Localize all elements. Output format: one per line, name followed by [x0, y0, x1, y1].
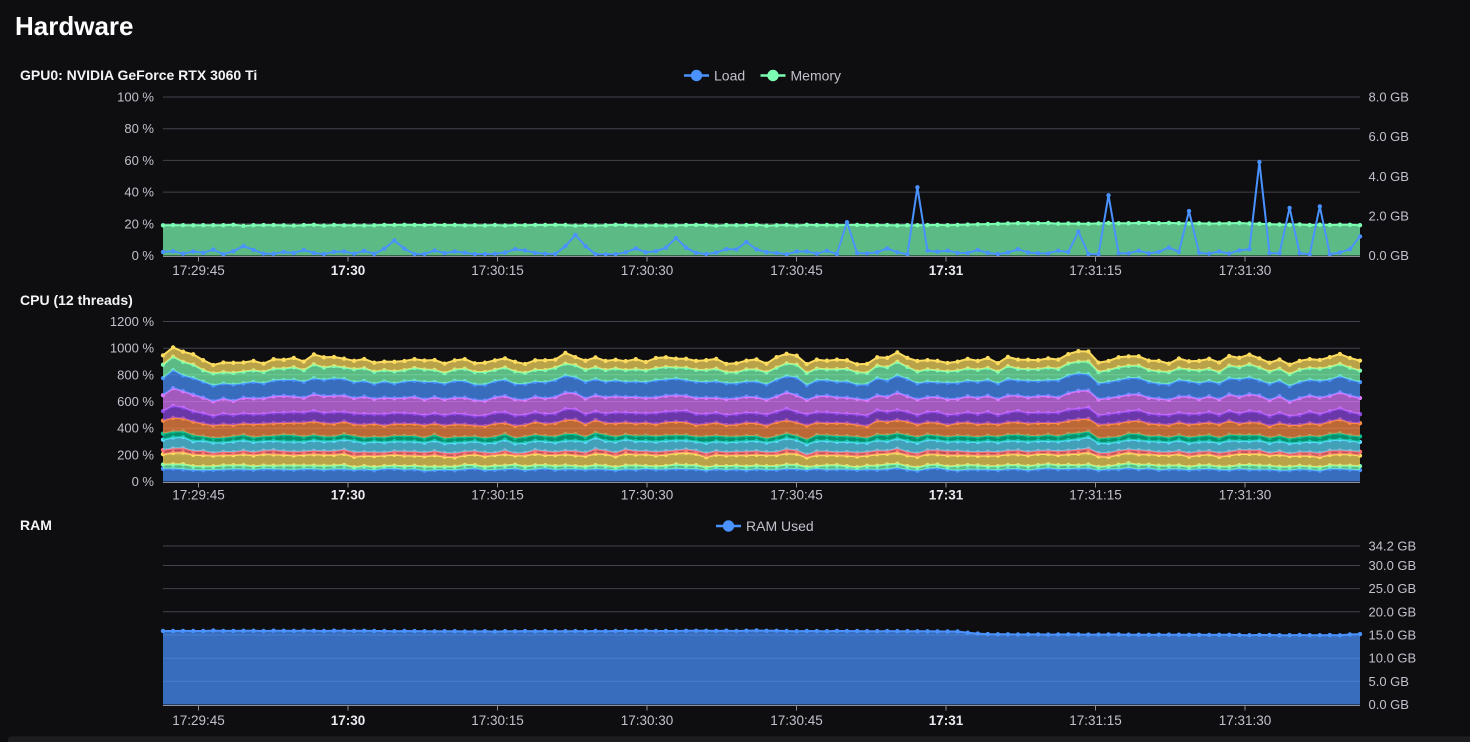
svg-text:100 %: 100 %	[117, 90, 154, 105]
svg-text:1000 %: 1000 %	[110, 341, 155, 356]
svg-text:20.0 GB: 20.0 GB	[1369, 604, 1417, 619]
svg-text:400 %: 400 %	[117, 421, 154, 436]
svg-text:RAM: RAM	[20, 517, 52, 533]
svg-text:17:31:15: 17:31:15	[1069, 713, 1122, 728]
svg-text:20 %: 20 %	[124, 216, 154, 231]
svg-text:800 %: 800 %	[117, 367, 154, 382]
svg-text:Memory: Memory	[791, 68, 842, 84]
svg-text:17:30:45: 17:30:45	[770, 488, 823, 503]
svg-text:600 %: 600 %	[117, 394, 154, 409]
svg-text:17:31: 17:31	[929, 263, 964, 278]
svg-text:0 %: 0 %	[132, 474, 155, 489]
svg-text:40 %: 40 %	[124, 185, 154, 200]
svg-text:17:30:15: 17:30:15	[471, 488, 524, 503]
svg-text:17:30:45: 17:30:45	[770, 713, 823, 728]
svg-text:17:29:45: 17:29:45	[172, 488, 225, 503]
svg-text:30.0 GB: 30.0 GB	[1369, 558, 1417, 573]
svg-text:17:30: 17:30	[331, 263, 366, 278]
svg-text:Hardware: Hardware	[15, 11, 134, 41]
svg-text:10.0 GB: 10.0 GB	[1369, 651, 1417, 666]
svg-text:17:31:30: 17:31:30	[1219, 713, 1272, 728]
svg-text:17:31:15: 17:31:15	[1069, 488, 1122, 503]
svg-text:17:30:15: 17:30:15	[471, 713, 524, 728]
svg-text:15.0 GB: 15.0 GB	[1369, 628, 1417, 643]
svg-text:0.0 GB: 0.0 GB	[1369, 697, 1409, 712]
svg-text:17:30: 17:30	[331, 488, 366, 503]
svg-text:GPU0: NVIDIA GeForce RTX 3060: GPU0: NVIDIA GeForce RTX 3060 Ti	[20, 67, 257, 83]
svg-text:RAM Used: RAM Used	[746, 518, 814, 534]
svg-text:17:30:30: 17:30:30	[621, 713, 674, 728]
svg-text:17:30:15: 17:30:15	[471, 263, 524, 278]
svg-text:1200 %: 1200 %	[110, 314, 155, 329]
svg-text:Load: Load	[714, 68, 745, 84]
svg-text:6.0 GB: 6.0 GB	[1369, 129, 1409, 144]
svg-text:60 %: 60 %	[124, 153, 154, 168]
svg-text:CPU (12 threads): CPU (12 threads)	[20, 292, 133, 308]
svg-text:17:29:45: 17:29:45	[172, 713, 225, 728]
svg-text:17:30:45: 17:30:45	[770, 263, 823, 278]
svg-text:17:31:30: 17:31:30	[1219, 488, 1272, 503]
svg-text:17:31:30: 17:31:30	[1219, 263, 1272, 278]
svg-text:34.2 GB: 34.2 GB	[1369, 539, 1417, 554]
svg-text:17:30:30: 17:30:30	[621, 488, 674, 503]
svg-text:0 %: 0 %	[132, 248, 155, 263]
svg-text:17:30:30: 17:30:30	[621, 263, 674, 278]
svg-text:17:30: 17:30	[331, 713, 366, 728]
svg-text:5.0 GB: 5.0 GB	[1369, 674, 1409, 689]
svg-text:25.0 GB: 25.0 GB	[1369, 581, 1417, 596]
svg-text:4.0 GB: 4.0 GB	[1369, 169, 1409, 184]
svg-text:17:31:15: 17:31:15	[1069, 263, 1122, 278]
svg-text:80 %: 80 %	[124, 121, 154, 136]
svg-text:17:31: 17:31	[929, 713, 964, 728]
svg-text:200 %: 200 %	[117, 447, 154, 462]
svg-text:17:31: 17:31	[929, 488, 964, 503]
svg-text:8.0 GB: 8.0 GB	[1369, 90, 1409, 105]
svg-text:2.0 GB: 2.0 GB	[1369, 208, 1409, 223]
svg-text:17:29:45: 17:29:45	[172, 263, 225, 278]
svg-text:0.0 GB: 0.0 GB	[1369, 248, 1409, 263]
